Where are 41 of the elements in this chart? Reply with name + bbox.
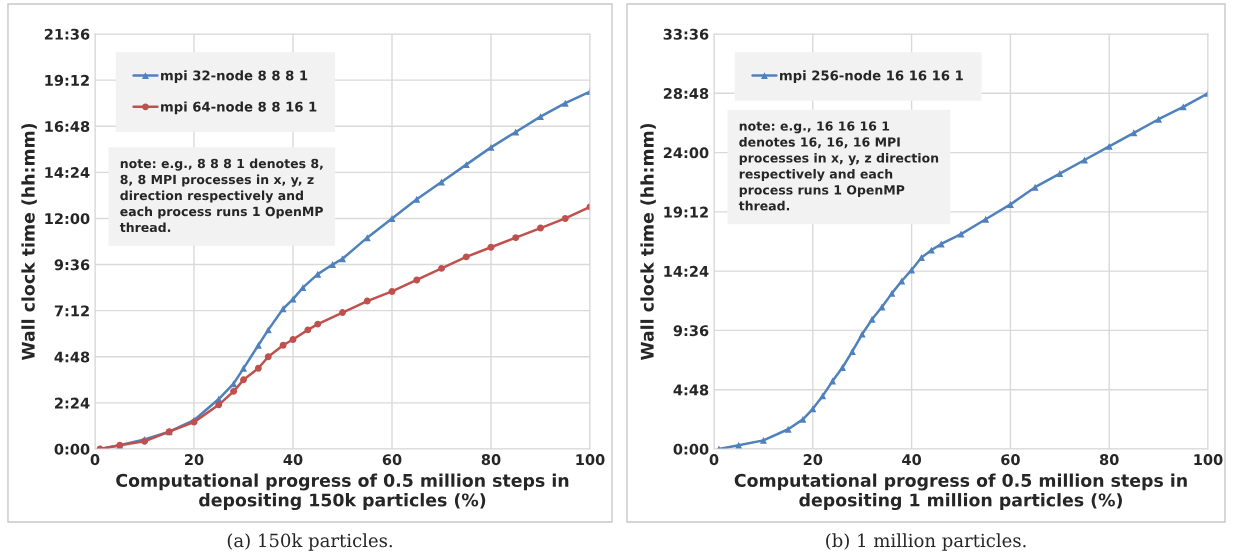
text: (a) 150k particles.: [227, 533, 392, 551]
x-tick-label: 40: [902, 454, 922, 466]
x-tick-label: 0: [90, 454, 100, 466]
x-tick-label: 100: [1194, 454, 1223, 466]
x-tick-label: 20: [185, 454, 204, 466]
x-tick-label: 0: [709, 454, 719, 466]
legend-label: mpi 32-node 8 8 8 1: [161, 70, 308, 83]
x-tick-label: 60: [382, 454, 402, 466]
y-tick-label: 14:24: [664, 265, 709, 277]
x-tick-label: 20: [803, 454, 823, 466]
x-tick-label: 80: [1099, 454, 1119, 466]
y-tick-label: 2:24: [55, 397, 90, 409]
y-axis-title: Wall clock time (hh:mm): [640, 123, 656, 361]
x-tick-label: 40: [283, 454, 303, 466]
y-tick-label: 19:12: [45, 74, 89, 86]
x-axis-title: Computational progress of 0.5 million steps in depositing 150k particles (%): [116, 473, 569, 511]
y-tick-label: 0:00: [673, 443, 709, 455]
annotation: note: e.g., 8 8 8 1 denotes 8, 8, 8 MPI processes in x, y, z direction respectively and each process runs 1 OpenMP thread.: [119, 158, 323, 233]
y-axis-title: Wall clock time (hh:mm): [21, 123, 37, 361]
x-tick-label: 80: [481, 454, 501, 466]
legend-label: mpi 256-node 16 16 16 1: [780, 70, 963, 83]
y-tick-label: 9:36: [673, 325, 709, 337]
y-tick-label: 9:36: [54, 259, 90, 271]
y-tick-label: 4:48: [673, 384, 709, 396]
x-tick-label: 60: [1001, 454, 1020, 466]
y-tick-label: 12:00: [45, 213, 90, 225]
y-tick-label: 4:48: [54, 351, 90, 363]
y-tick-label: 33:36: [663, 28, 709, 40]
x-axis-title: Computational progress of 0.5 million steps in depositing 1 million particles (%): [734, 473, 1187, 511]
annotation: note: e.g., 16 16 16 1 denotes 16, 16, 16 MPI processes in x, y, z direction respectively and each process runs 1 OpenMP thread.: [738, 121, 939, 211]
x-tick-label: 100: [576, 454, 605, 466]
y-tick-label: 24:00: [663, 147, 709, 159]
y-tick-label: 21:36: [44, 28, 90, 40]
y-tick-label: 16:48: [45, 120, 90, 132]
y-tick-label: 7:12: [54, 305, 89, 317]
y-tick-label: 19:12: [664, 206, 708, 218]
y-tick-label: 0:00: [54, 443, 90, 455]
legend-label: mpi 64-node 8 8 16 1: [161, 101, 317, 115]
text: (b) 1 million particles.: [826, 533, 1026, 551]
y-tick-label: 14:24: [45, 167, 90, 178]
y-tick-label: 28:48: [663, 88, 709, 100]
